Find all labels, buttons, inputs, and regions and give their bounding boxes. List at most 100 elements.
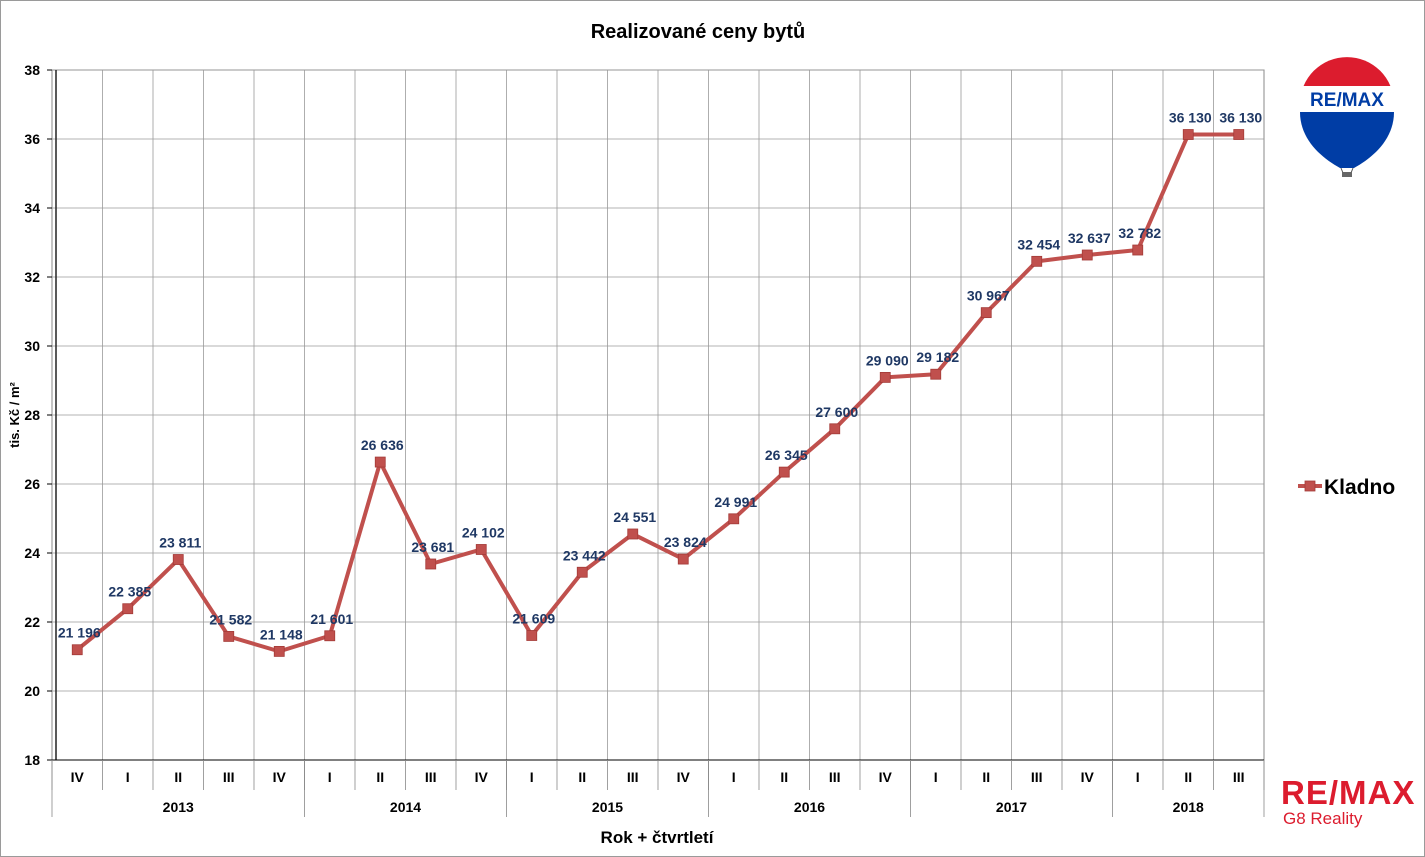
data-point-marker bbox=[980, 307, 992, 319]
data-point-marker bbox=[627, 528, 639, 540]
x-quarter-label: I bbox=[328, 769, 332, 785]
x-quarter-label: II bbox=[1184, 769, 1192, 785]
data-point-marker bbox=[728, 513, 740, 525]
x-quarter-label: III bbox=[1031, 769, 1043, 785]
data-point-marker bbox=[677, 553, 689, 565]
y-tick-label: 32 bbox=[24, 269, 40, 285]
legend-marker bbox=[1304, 480, 1316, 492]
x-quarter-label: I bbox=[530, 769, 534, 785]
x-quarter-label: I bbox=[126, 769, 130, 785]
legend: Kladno bbox=[1298, 476, 1395, 499]
x-quarter-label: III bbox=[627, 769, 639, 785]
data-labels: 21 196 22 385 23 811 21 582 21 148 21 601 26 6… bbox=[58, 110, 1263, 643]
x-quarter-label: III bbox=[223, 769, 235, 785]
legend-label: Kladno bbox=[1324, 476, 1395, 499]
remax-office-name: G8 Reality bbox=[1283, 809, 1363, 828]
y-tick-label: 26 bbox=[24, 476, 40, 492]
y-tick-label: 36 bbox=[24, 131, 40, 147]
x-quarter-label: II bbox=[376, 769, 384, 785]
data-point-marker bbox=[576, 566, 588, 578]
x-axis: IV I II III IV I II III IV I II III IV I II III IV I II III… bbox=[51, 759, 1265, 817]
data-label: 21 582 bbox=[209, 611, 252, 627]
x-year-label: 2017 bbox=[996, 799, 1027, 815]
x-quarter-label: IV bbox=[273, 769, 287, 785]
x-quarter-label: I bbox=[732, 769, 736, 785]
data-point-marker bbox=[223, 631, 235, 642]
balloon-text: RE/MAX bbox=[1310, 90, 1384, 111]
x-quarter-label: IV bbox=[71, 769, 85, 785]
x-quarter-label: I bbox=[934, 769, 938, 785]
data-label: 22 385 bbox=[108, 584, 151, 600]
series-line-kladno bbox=[75, 132, 1239, 654]
x-year-label: 2018 bbox=[1173, 799, 1204, 815]
x-quarter-label: II bbox=[174, 769, 182, 785]
balloon-bottom bbox=[1300, 112, 1394, 168]
data-label: 23 681 bbox=[411, 539, 454, 555]
x-quarter-label: III bbox=[829, 769, 841, 785]
data-label: 32 637 bbox=[1068, 230, 1111, 246]
data-point-marker bbox=[829, 423, 841, 435]
x-quarter-label: IV bbox=[475, 769, 489, 785]
data-label: 21 196 bbox=[58, 625, 101, 641]
balloon-logo: RE/MAX bbox=[1300, 57, 1394, 177]
y-tick-label: 24 bbox=[24, 545, 40, 561]
x-quarter-label: III bbox=[1233, 769, 1245, 785]
data-label: 29 090 bbox=[866, 352, 909, 368]
data-label: 32 782 bbox=[1118, 225, 1161, 241]
data-label: 21 601 bbox=[310, 611, 353, 627]
x-quarter-label: II bbox=[982, 769, 990, 785]
data-point-marker bbox=[1182, 129, 1194, 140]
x-year-label: 2015 bbox=[592, 799, 623, 815]
data-point-marker bbox=[273, 645, 285, 657]
data-label: 21 609 bbox=[512, 610, 555, 626]
data-point-marker bbox=[930, 368, 942, 380]
remax-logo-text: RE/MAX bbox=[1281, 774, 1416, 811]
data-label: 21 148 bbox=[260, 626, 303, 642]
balloon-band bbox=[1300, 86, 1394, 112]
x-quarter-label: IV bbox=[677, 769, 691, 785]
data-label: 36 130 bbox=[1219, 110, 1262, 126]
x-quarter-label: I bbox=[1136, 769, 1140, 785]
series-kladno bbox=[71, 129, 1245, 657]
x-quarter-label: II bbox=[780, 769, 788, 785]
data-label: 32 454 bbox=[1017, 236, 1060, 252]
y-axis-title: tis. Kč / m² bbox=[7, 381, 22, 447]
data-label: 27 600 bbox=[815, 404, 858, 420]
data-label: 23 811 bbox=[159, 535, 201, 551]
x-axis-title: Rok + čtvrtletí bbox=[601, 828, 715, 847]
data-label: 26 636 bbox=[361, 437, 404, 453]
y-tick-label: 34 bbox=[24, 200, 40, 216]
y-tick-label: 22 bbox=[24, 614, 40, 630]
data-point-marker bbox=[1132, 244, 1144, 256]
chart-title: Realizované ceny bytů bbox=[591, 21, 806, 43]
y-tick-label: 38 bbox=[24, 62, 40, 78]
balloon-basket bbox=[1342, 172, 1352, 177]
y-tick-label: 20 bbox=[24, 683, 40, 699]
data-point-marker bbox=[475, 544, 487, 555]
data-point-marker bbox=[324, 630, 336, 642]
x-quarter-label: II bbox=[578, 769, 586, 785]
data-point-marker bbox=[526, 630, 538, 641]
x-year-label: 2013 bbox=[163, 799, 194, 815]
x-quarter-label: IV bbox=[1081, 769, 1095, 785]
data-point-marker bbox=[1233, 129, 1245, 140]
data-point-marker bbox=[122, 603, 134, 615]
data-label: 29 182 bbox=[916, 349, 959, 365]
x-year-label: 2014 bbox=[390, 799, 421, 815]
x-year-label: 2016 bbox=[794, 799, 825, 815]
data-point-marker bbox=[425, 558, 437, 570]
y-tick-label: 28 bbox=[24, 407, 40, 423]
y-axis: 18 20 22 24 26 28 30 32 34 36 38 bbox=[24, 62, 57, 768]
data-label: 23 824 bbox=[664, 534, 707, 550]
data-label: 24 551 bbox=[613, 509, 656, 525]
data-label: 24 102 bbox=[462, 524, 505, 540]
data-label: 36 130 bbox=[1169, 110, 1212, 126]
x-quarter-label: IV bbox=[879, 769, 893, 785]
data-point-marker bbox=[879, 371, 891, 383]
data-point-marker bbox=[1031, 255, 1043, 267]
data-point-marker bbox=[1081, 249, 1093, 261]
data-label: 23 442 bbox=[563, 547, 606, 563]
data-point-marker bbox=[172, 554, 184, 565]
x-quarter-label: III bbox=[425, 769, 437, 785]
